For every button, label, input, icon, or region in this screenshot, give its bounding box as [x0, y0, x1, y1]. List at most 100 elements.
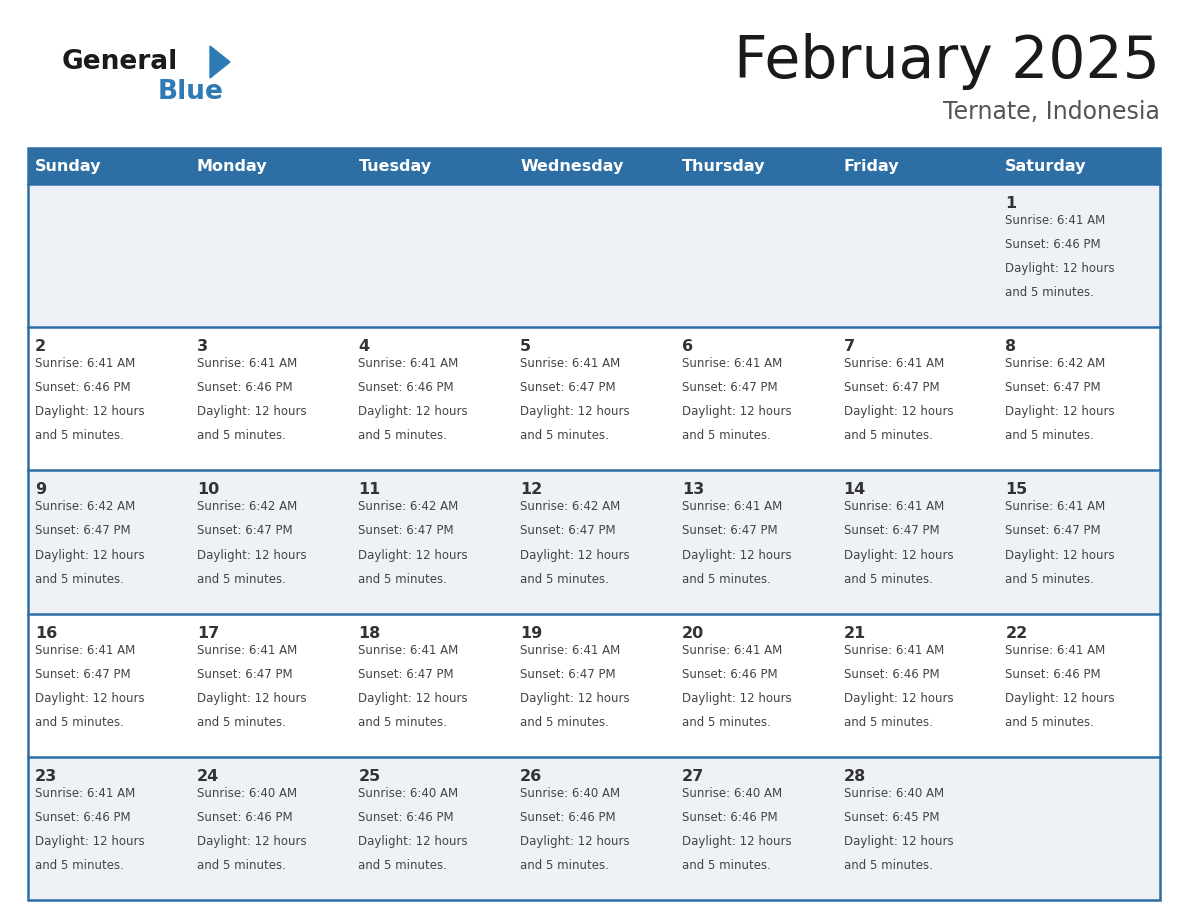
Text: Daylight: 12 hours: Daylight: 12 hours — [359, 549, 468, 562]
Bar — [29, 184, 190, 327]
Text: 15: 15 — [1005, 482, 1028, 498]
Text: 16: 16 — [34, 625, 57, 641]
Text: Sunset: 6:46 PM: Sunset: 6:46 PM — [520, 811, 615, 823]
Text: Sunday: Sunday — [34, 159, 101, 174]
Text: and 5 minutes.: and 5 minutes. — [520, 716, 609, 729]
Text: Sunset: 6:47 PM: Sunset: 6:47 PM — [843, 381, 940, 394]
Text: Daylight: 12 hours: Daylight: 12 hours — [197, 834, 307, 848]
Text: Sunset: 6:47 PM: Sunset: 6:47 PM — [197, 667, 292, 680]
Text: Daylight: 12 hours: Daylight: 12 hours — [1005, 263, 1114, 275]
Text: 23: 23 — [34, 768, 57, 784]
Bar — [513, 613, 675, 756]
Text: Sunset: 6:47 PM: Sunset: 6:47 PM — [520, 381, 615, 394]
Text: Daylight: 12 hours: Daylight: 12 hours — [1005, 692, 1114, 705]
Text: and 5 minutes.: and 5 minutes. — [1005, 716, 1094, 729]
Text: Daylight: 12 hours: Daylight: 12 hours — [682, 692, 791, 705]
Bar — [352, 327, 513, 470]
Bar — [29, 613, 190, 756]
Text: Daylight: 12 hours: Daylight: 12 hours — [843, 406, 953, 419]
Text: Sunrise: 6:40 AM: Sunrise: 6:40 AM — [197, 787, 297, 800]
Text: and 5 minutes.: and 5 minutes. — [843, 573, 933, 586]
Text: Sunrise: 6:41 AM: Sunrise: 6:41 AM — [520, 644, 620, 656]
Text: Sunrise: 6:41 AM: Sunrise: 6:41 AM — [1005, 500, 1106, 513]
Text: Daylight: 12 hours: Daylight: 12 hours — [34, 406, 145, 419]
Text: and 5 minutes.: and 5 minutes. — [682, 859, 771, 872]
Bar — [836, 756, 998, 900]
Text: Sunrise: 6:40 AM: Sunrise: 6:40 AM — [520, 787, 620, 800]
Text: Sunrise: 6:42 AM: Sunrise: 6:42 AM — [359, 500, 459, 513]
Text: Sunrise: 6:41 AM: Sunrise: 6:41 AM — [34, 357, 135, 370]
Text: Sunrise: 6:41 AM: Sunrise: 6:41 AM — [682, 644, 782, 656]
Text: and 5 minutes.: and 5 minutes. — [1005, 286, 1094, 299]
Text: and 5 minutes.: and 5 minutes. — [197, 430, 285, 442]
Text: and 5 minutes.: and 5 minutes. — [34, 430, 124, 442]
Text: Sunrise: 6:41 AM: Sunrise: 6:41 AM — [1005, 214, 1106, 227]
Bar — [513, 184, 675, 327]
Text: 6: 6 — [682, 339, 693, 354]
Text: 14: 14 — [843, 482, 866, 498]
Text: Daylight: 12 hours: Daylight: 12 hours — [359, 834, 468, 848]
Text: Daylight: 12 hours: Daylight: 12 hours — [34, 834, 145, 848]
Text: and 5 minutes.: and 5 minutes. — [197, 573, 285, 586]
Text: and 5 minutes.: and 5 minutes. — [197, 859, 285, 872]
Text: Sunrise: 6:41 AM: Sunrise: 6:41 AM — [520, 357, 620, 370]
Bar — [836, 184, 998, 327]
Text: Daylight: 12 hours: Daylight: 12 hours — [197, 549, 307, 562]
Text: 20: 20 — [682, 625, 704, 641]
Bar — [675, 327, 836, 470]
Text: and 5 minutes.: and 5 minutes. — [1005, 430, 1094, 442]
Text: Daylight: 12 hours: Daylight: 12 hours — [359, 406, 468, 419]
Text: Sunrise: 6:41 AM: Sunrise: 6:41 AM — [359, 357, 459, 370]
Text: Daylight: 12 hours: Daylight: 12 hours — [682, 406, 791, 419]
Text: Sunrise: 6:41 AM: Sunrise: 6:41 AM — [843, 500, 943, 513]
Text: February 2025: February 2025 — [734, 33, 1159, 91]
Text: and 5 minutes.: and 5 minutes. — [1005, 573, 1094, 586]
Text: and 5 minutes.: and 5 minutes. — [520, 430, 609, 442]
Text: Sunset: 6:47 PM: Sunset: 6:47 PM — [843, 524, 940, 537]
Text: Sunset: 6:47 PM: Sunset: 6:47 PM — [359, 524, 454, 537]
Text: Daylight: 12 hours: Daylight: 12 hours — [1005, 549, 1114, 562]
Text: and 5 minutes.: and 5 minutes. — [520, 573, 609, 586]
Bar — [513, 470, 675, 613]
Text: and 5 minutes.: and 5 minutes. — [843, 716, 933, 729]
Bar — [29, 148, 1159, 900]
Text: Sunset: 6:46 PM: Sunset: 6:46 PM — [682, 667, 777, 680]
Text: 18: 18 — [359, 625, 380, 641]
Bar — [29, 148, 190, 184]
Text: and 5 minutes.: and 5 minutes. — [843, 430, 933, 442]
Text: Daylight: 12 hours: Daylight: 12 hours — [197, 692, 307, 705]
Bar — [352, 184, 513, 327]
Text: Daylight: 12 hours: Daylight: 12 hours — [197, 406, 307, 419]
Text: 1: 1 — [1005, 196, 1017, 211]
Text: 5: 5 — [520, 339, 531, 354]
Text: Sunset: 6:46 PM: Sunset: 6:46 PM — [682, 811, 777, 823]
Bar — [352, 148, 513, 184]
Polygon shape — [210, 46, 230, 78]
Text: Sunrise: 6:41 AM: Sunrise: 6:41 AM — [197, 644, 297, 656]
Bar — [352, 470, 513, 613]
Bar — [675, 470, 836, 613]
Bar — [998, 470, 1159, 613]
Bar — [836, 613, 998, 756]
Text: Thursday: Thursday — [682, 159, 765, 174]
Bar — [190, 184, 352, 327]
Text: and 5 minutes.: and 5 minutes. — [197, 716, 285, 729]
Bar — [998, 327, 1159, 470]
Text: 13: 13 — [682, 482, 704, 498]
Text: Sunset: 6:47 PM: Sunset: 6:47 PM — [682, 524, 777, 537]
Text: 27: 27 — [682, 768, 704, 784]
Bar — [190, 148, 352, 184]
Text: Sunset: 6:46 PM: Sunset: 6:46 PM — [359, 811, 454, 823]
Text: Daylight: 12 hours: Daylight: 12 hours — [1005, 406, 1114, 419]
Text: Daylight: 12 hours: Daylight: 12 hours — [520, 406, 630, 419]
Bar — [998, 184, 1159, 327]
Text: Sunrise: 6:40 AM: Sunrise: 6:40 AM — [843, 787, 943, 800]
Text: Sunset: 6:47 PM: Sunset: 6:47 PM — [1005, 381, 1101, 394]
Text: Sunrise: 6:40 AM: Sunrise: 6:40 AM — [359, 787, 459, 800]
Text: Sunset: 6:47 PM: Sunset: 6:47 PM — [34, 524, 131, 537]
Text: 21: 21 — [843, 625, 866, 641]
Text: 19: 19 — [520, 625, 543, 641]
Text: Ternate, Indonesia: Ternate, Indonesia — [943, 100, 1159, 124]
Text: Sunset: 6:47 PM: Sunset: 6:47 PM — [34, 667, 131, 680]
Bar — [29, 470, 190, 613]
